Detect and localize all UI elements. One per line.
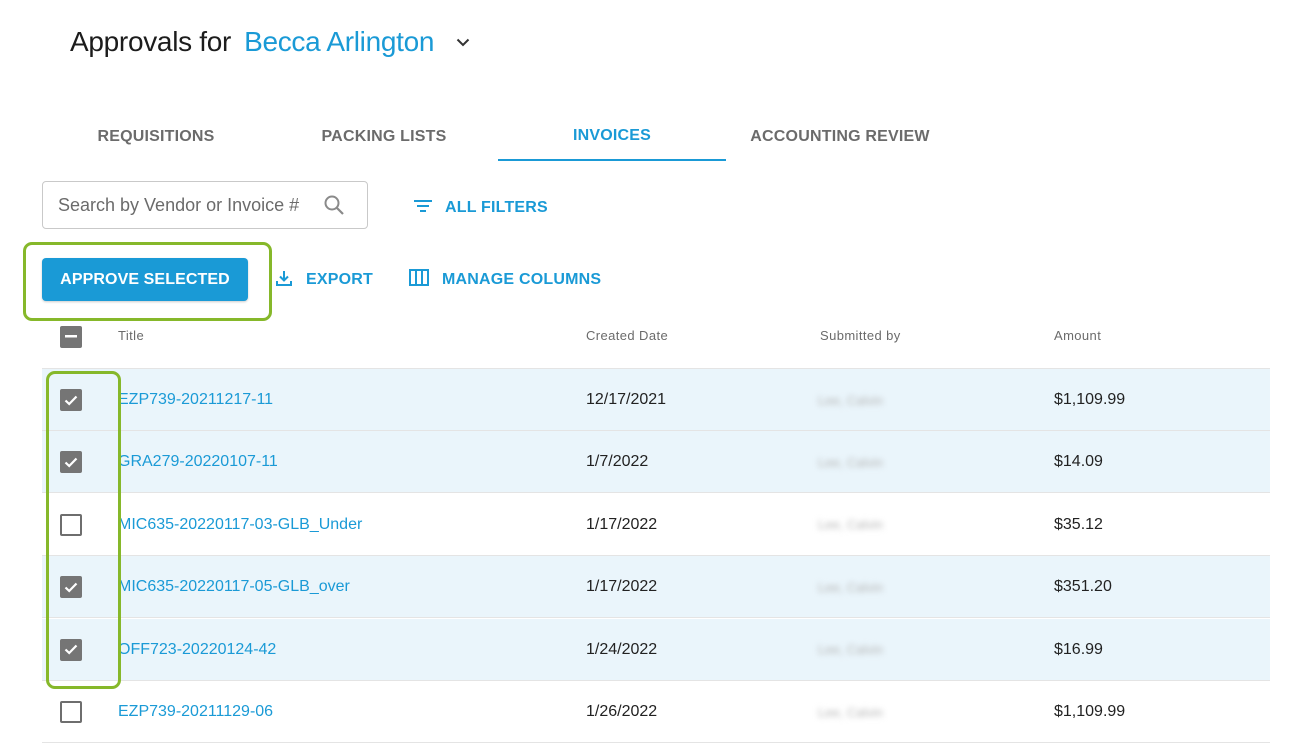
table-row[interactable]: OFF723-20220124-42 1/24/2022 Lee, Calvin $1… — [42, 618, 1270, 681]
created-date: 1/17/2022 — [586, 515, 658, 533]
amount: $351.20 — [1054, 578, 1112, 596]
download-icon — [275, 269, 293, 292]
invoice-title-link[interactable]: EZP739-20211129-06 — [118, 703, 274, 720]
invoice-title-link[interactable]: GRA279-20220107-11 — [118, 453, 278, 471]
created-date: 12/17/2021 — [586, 391, 667, 408]
invoice-title-link[interactable]: EZP739-20211217-11 — [118, 391, 274, 408]
tab-requisitions[interactable]: REQUISITIONS — [97, 127, 215, 145]
column-header-title[interactable]: Title — [118, 328, 145, 343]
manage-columns-label: MANAGE COLUMNS — [442, 271, 602, 288]
submitted-by: Lee, Calvin — [818, 517, 884, 533]
submitted-by: Lee, Calvin — [818, 392, 884, 408]
search-icon[interactable] — [323, 194, 345, 216]
column-header-created-date[interactable]: Created Date — [586, 328, 669, 343]
all-filters-button[interactable]: ALL FILTERS — [413, 196, 548, 220]
search-box — [42, 181, 368, 229]
row-checkbox[interactable] — [60, 701, 82, 723]
export-button[interactable]: EXPORT — [275, 268, 373, 292]
created-date: 1/26/2022 — [586, 703, 658, 720]
invoice-title-link[interactable]: MIC635-20220117-05-GLB_over — [118, 578, 350, 596]
column-header-amount[interactable]: Amount — [1054, 328, 1102, 343]
page-header: Approvals for Becca Arlington — [70, 24, 470, 60]
approval-tabs: REQUISITIONS PACKING LISTS INVOICES ACCO… — [42, 112, 954, 161]
table-row[interactable]: EZP739-20211217-11 12/17/2021 Lee, Calvin $… — [42, 369, 1270, 431]
amount: $1,109.99 — [1054, 391, 1126, 408]
amount: $1,109.99 — [1054, 703, 1126, 720]
amount: $14.09 — [1054, 453, 1103, 471]
select-all-checkbox[interactable] — [60, 326, 82, 348]
submitted-by: Lee, Calvin — [818, 642, 884, 658]
row-checkbox[interactable] — [60, 576, 82, 599]
check-icon — [64, 582, 78, 593]
row-checkbox[interactable] — [60, 513, 82, 536]
created-date: 1/17/2022 — [586, 578, 658, 596]
submitted-by: Lee, Calvin — [818, 579, 884, 595]
submitted-by: Lee, Calvin — [818, 704, 884, 720]
table-header: Title Created Date Submitted by Amount — [42, 320, 1270, 368]
minus-icon — [65, 335, 77, 338]
tab-accounting-review[interactable]: ACCOUNTING REVIEW — [750, 127, 930, 145]
row-checkbox[interactable] — [60, 389, 82, 411]
row-checkbox[interactable] — [60, 638, 82, 661]
table-row[interactable]: MIC635-20220117-05-GLB_over 1/17/2022 Lee,… — [42, 556, 1270, 619]
check-icon — [64, 457, 78, 468]
row-checkbox[interactable] — [60, 451, 82, 474]
approver-name[interactable]: Becca Arlington — [244, 26, 435, 57]
table-row[interactable]: GRA279-20220107-11 1/7/2022 Lee, Calvin $14… — [42, 431, 1270, 494]
check-icon — [64, 644, 78, 655]
check-icon — [64, 395, 78, 406]
amount: $35.12 — [1054, 515, 1103, 533]
created-date: 1/24/2022 — [586, 640, 658, 658]
chevron-down-icon[interactable] — [456, 35, 470, 49]
invoice-title-link[interactable]: OFF723-20220124-42 — [118, 640, 277, 658]
search-input[interactable] — [58, 194, 313, 216]
manage-columns-button[interactable]: MANAGE COLUMNS — [409, 268, 601, 292]
columns-icon — [409, 269, 429, 291]
amount: $16.99 — [1054, 640, 1103, 658]
all-filters-label: ALL FILTERS — [445, 199, 548, 216]
tab-packing-lists[interactable]: PACKING LISTS — [321, 127, 447, 145]
table-divider — [42, 368, 1270, 369]
column-header-submitted-by[interactable]: Submitted by — [820, 328, 901, 343]
approve-selected-button[interactable]: APPROVE SELECTED — [42, 258, 248, 301]
submitted-by: Lee, Calvin — [818, 454, 884, 470]
page-title-prefix: Approvals for — [70, 26, 232, 57]
table-row[interactable]: EZP739-20211129-06 1/26/2022 Lee, Calvin $1… — [42, 681, 1270, 743]
invoice-title-link[interactable]: MIC635-20220117-03-GLB_Under — [118, 515, 363, 533]
filter-icon — [413, 198, 433, 219]
table-row[interactable]: MIC635-20220117-03-GLB_Under 1/17/2022 Lee… — [42, 494, 1270, 556]
tab-invoices[interactable]: INVOICES — [498, 112, 726, 161]
created-date: 1/7/2022 — [586, 453, 649, 471]
export-label: EXPORT — [306, 271, 373, 288]
